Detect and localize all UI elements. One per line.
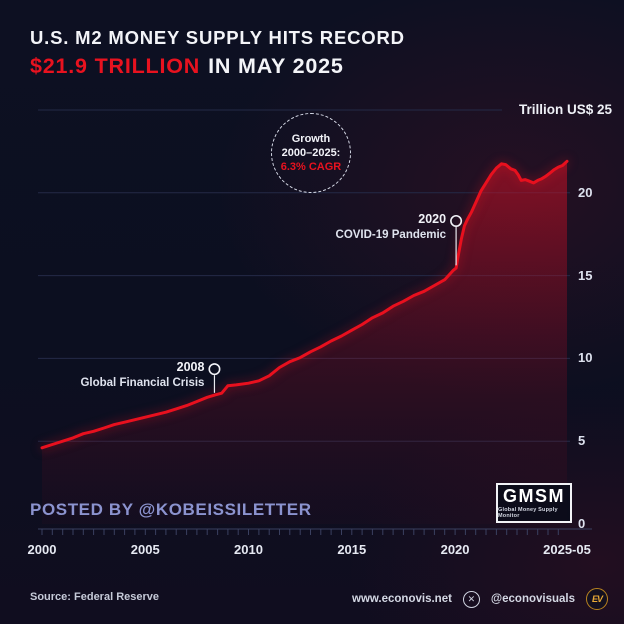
title-block: U.S. M2 MONEY SUPPLY HITS RECORD $21.9 T… — [30, 26, 405, 80]
title-highlight-red: $21.9 TRILLION — [30, 53, 201, 78]
title-line-1: U.S. M2 MONEY SUPPLY HITS RECORD — [30, 27, 405, 48]
title-line-2-rest: IN MAY 2025 — [208, 53, 344, 78]
title-line-2: $21.9 TRILLION IN MAY 2025 — [30, 53, 405, 81]
